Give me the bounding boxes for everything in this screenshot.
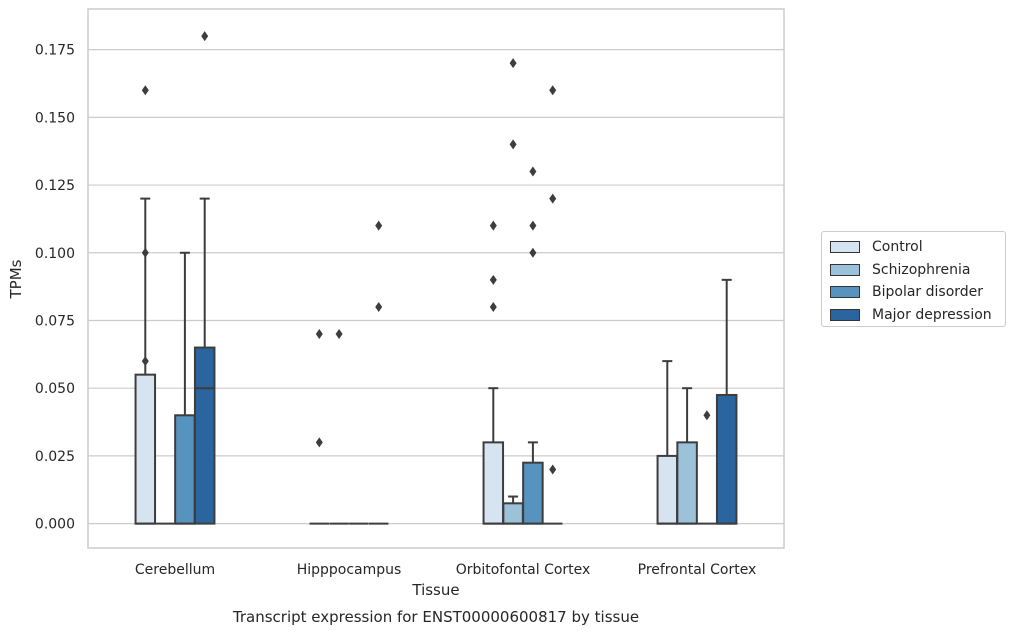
box <box>482 441 505 525</box>
x-tick-label: Hipppocampus <box>297 562 402 578</box>
y-tick-label: 0.025 <box>35 449 75 465</box>
outlier-point <box>509 58 517 69</box>
outlier-point <box>375 301 383 312</box>
legend-item: Major depression <box>830 304 997 327</box>
outlier-point <box>703 410 711 421</box>
y-tick-label: 0.150 <box>35 110 75 126</box>
box-plot <box>309 329 330 525</box>
y-tick-label: 0.050 <box>35 381 75 397</box>
box <box>656 454 679 525</box>
box-plot <box>482 220 505 525</box>
outlier-point <box>509 139 517 150</box>
y-tick-label: 0.000 <box>35 517 75 533</box>
outlier-point <box>315 329 323 340</box>
box-plot <box>134 85 157 525</box>
legend-item: Schizophrenia <box>830 259 997 282</box>
legend-item: Bipolar disorder <box>830 281 997 304</box>
box-plot <box>697 410 717 525</box>
box <box>174 414 196 525</box>
outlier-point <box>529 166 537 177</box>
x-tick-label: Prefrontal Cortex <box>638 562 757 578</box>
box <box>193 346 216 525</box>
x-axis-label: Tissue <box>411 581 459 599</box>
y-tick-labels: 0.000 0.025 0.050 0.075 0.100 0.125 0.150 0.175 <box>35 43 75 533</box>
box-series <box>134 31 738 525</box>
outlier-point <box>489 274 497 285</box>
legend-swatch-schizophrenia <box>830 263 860 276</box>
box-plot <box>502 58 524 525</box>
outlier-point <box>529 220 537 231</box>
outlier-point <box>375 220 383 231</box>
box <box>502 502 524 525</box>
box-plot <box>193 31 216 525</box>
outlier-point <box>201 31 209 42</box>
chart-caption: Transcript expression for ENST0000060081… <box>232 608 639 626</box>
outlier-point <box>549 85 557 96</box>
legend-swatch-control <box>830 241 860 254</box>
box-plot <box>522 166 544 525</box>
x-tick-label: Orbitofontal Cortex <box>456 562 591 578</box>
x-tick-labels: Cerebellum Hipppocampus Orbitofontal Corte… <box>135 562 756 578</box>
box <box>715 393 738 525</box>
outlier-point <box>335 329 343 340</box>
box-plot <box>368 220 389 525</box>
outlier-point <box>549 464 557 475</box>
y-tick-label: 0.125 <box>35 178 75 194</box>
box <box>522 461 544 525</box>
legend-label: Bipolar disorder <box>872 284 984 301</box>
y-tick-label: 0.175 <box>35 43 75 59</box>
legend-swatch-depression <box>830 308 860 321</box>
box <box>134 373 157 525</box>
outlier-point <box>529 247 537 258</box>
legend-item: Control <box>830 236 997 259</box>
box-plot <box>676 387 698 525</box>
box-plot <box>542 85 563 525</box>
legend-label: Major depression <box>872 306 992 323</box>
y-axis-label: TPMs <box>7 259 25 299</box>
legend: Control Schizophrenia Bipolar disorder M… <box>821 231 1006 327</box>
outlier-point <box>141 85 149 96</box>
legend-label: Control <box>872 239 923 256</box>
y-tick-label: 0.100 <box>35 246 75 262</box>
y-tick-label: 0.075 <box>35 313 75 329</box>
box <box>676 441 698 525</box>
x-tick-label: Cerebellum <box>135 562 215 578</box>
outlier-point <box>315 437 323 448</box>
box-plot <box>329 329 349 525</box>
legend-label: Schizophrenia <box>872 261 971 278</box>
legend-swatch-bipolar <box>830 286 860 299</box>
outlier-point <box>141 247 149 258</box>
outlier-point <box>549 193 557 204</box>
box-plot <box>715 278 738 525</box>
outlier-point <box>141 356 149 367</box>
outlier-point <box>489 301 497 312</box>
outlier-point <box>489 220 497 231</box>
